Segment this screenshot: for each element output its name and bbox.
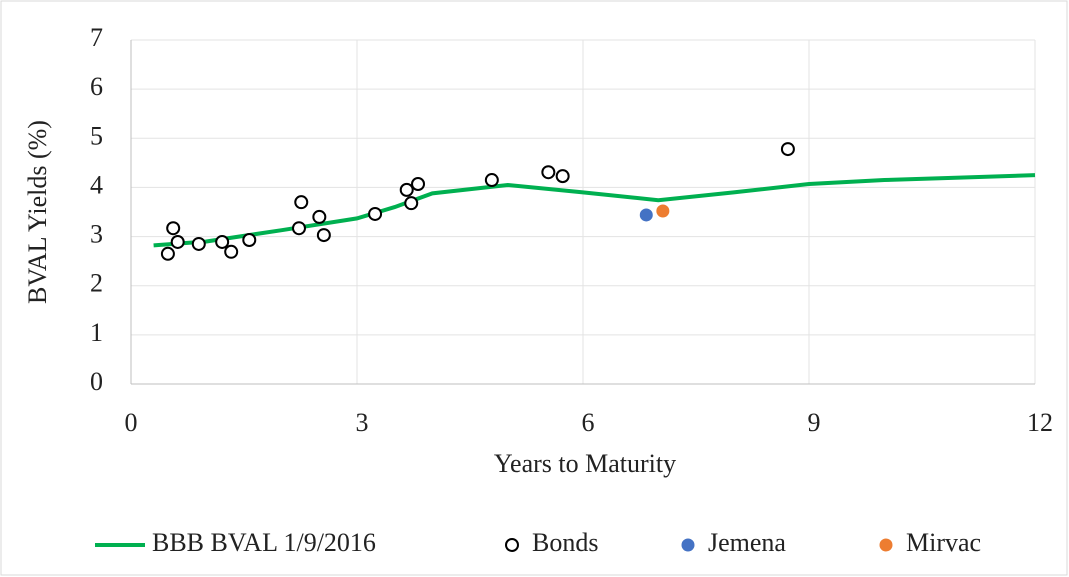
y-tick-label: 6	[90, 72, 103, 101]
x-axis-title: Years to Maturity	[494, 449, 676, 478]
data-point	[166, 221, 181, 236]
data-point	[656, 204, 670, 218]
y-tick-label: 2	[90, 269, 103, 298]
x-tick-label: 3	[356, 408, 369, 437]
y-axis-title: BVAL Yields (%)	[23, 120, 52, 304]
y-tick-label: 1	[90, 318, 103, 347]
legend-label: Bonds	[532, 528, 598, 557]
data-point	[224, 244, 239, 259]
data-point	[170, 234, 185, 249]
data-point	[242, 233, 257, 248]
x-tick-label: 0	[125, 408, 138, 437]
y-tick-label: 4	[90, 170, 103, 199]
data-point	[368, 206, 383, 221]
y-tick-label: 0	[90, 367, 103, 396]
legend-label: Mirvac	[906, 528, 981, 557]
data-point	[555, 169, 570, 184]
legend-swatch	[681, 538, 695, 552]
x-tick-label: 9	[808, 408, 821, 437]
data-point	[294, 195, 309, 210]
data-point	[411, 176, 426, 191]
data-point	[399, 182, 414, 197]
y-tick-label: 7	[90, 23, 103, 52]
data-point	[191, 236, 206, 251]
data-point	[780, 142, 795, 157]
y-tick-label: 3	[90, 220, 103, 249]
legend-label: Jemena	[708, 528, 786, 557]
data-point	[291, 221, 306, 236]
data-point	[312, 209, 327, 224]
x-tick-label: 6	[582, 408, 595, 437]
data-point	[639, 208, 653, 222]
legend-label: BBB BVAL 1/9/2016	[152, 528, 376, 557]
data-point	[215, 234, 230, 249]
y-tick-label: 5	[90, 121, 103, 150]
data-point	[484, 173, 499, 188]
data-point	[541, 165, 556, 180]
legend-swatch	[505, 538, 519, 552]
data-point	[316, 228, 331, 243]
x-tick-label: 12	[1027, 408, 1053, 437]
data-point	[160, 246, 175, 261]
legend-swatch	[879, 538, 893, 552]
data-point	[404, 196, 419, 211]
